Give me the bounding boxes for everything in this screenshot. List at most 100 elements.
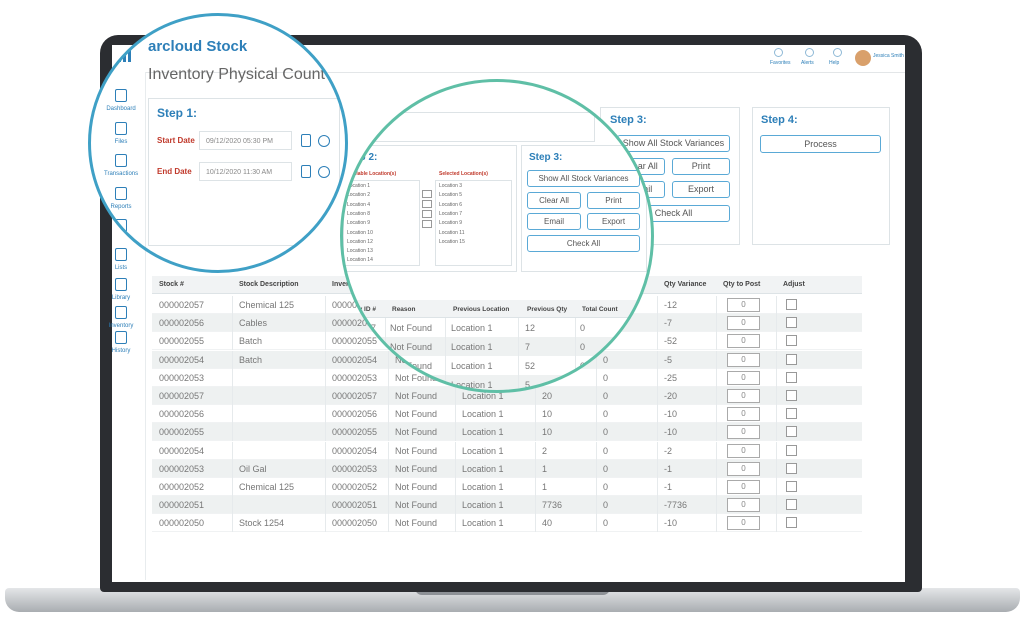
cell-border bbox=[657, 496, 658, 515]
cell-border bbox=[776, 368, 777, 387]
checkbox[interactable] bbox=[786, 481, 797, 492]
cell: 000002057 bbox=[332, 391, 378, 401]
table-row bbox=[152, 514, 862, 533]
cell-border bbox=[596, 478, 597, 496]
qty-input[interactable]: 0 bbox=[727, 370, 760, 385]
cell: 000002050 bbox=[159, 518, 205, 529]
cell: -1 bbox=[664, 482, 673, 492]
cell-border bbox=[657, 423, 658, 442]
table-row bbox=[152, 442, 862, 460]
cell-border bbox=[232, 405, 233, 424]
sidebar-icon[interactable] bbox=[115, 306, 127, 319]
checkbox[interactable] bbox=[786, 499, 797, 511]
header-link[interactable]: Alerts bbox=[801, 60, 814, 66]
column-header: Stock # bbox=[159, 281, 184, 288]
cell-border bbox=[657, 459, 658, 478]
sidebar-icon[interactable] bbox=[115, 331, 127, 344]
sidebar-icon[interactable] bbox=[115, 248, 127, 261]
qty-input[interactable]: 0 bbox=[727, 298, 760, 312]
header-divider bbox=[145, 72, 905, 73]
cell: Not Found bbox=[395, 445, 438, 456]
cell-border bbox=[716, 387, 717, 405]
qty-input[interactable]: 0 bbox=[727, 352, 760, 367]
button[interactable]: Export bbox=[672, 181, 730, 198]
checkbox[interactable] bbox=[786, 371, 797, 383]
cell-border bbox=[716, 332, 717, 351]
checkbox[interactable] bbox=[786, 390, 797, 401]
qty-input[interactable]: 0 bbox=[727, 516, 760, 531]
header-link[interactable]: Help bbox=[829, 60, 840, 66]
column-header: Qty Variance bbox=[664, 281, 707, 288]
cell: 000002057 bbox=[159, 391, 205, 401]
button[interactable]: Print bbox=[672, 158, 730, 175]
cell: -10 bbox=[664, 518, 678, 529]
cell: 000002057 bbox=[159, 300, 205, 310]
icon[interactable] bbox=[805, 48, 814, 57]
avatar[interactable] bbox=[855, 50, 871, 66]
cell: -5 bbox=[664, 354, 673, 365]
table-row bbox=[152, 478, 862, 496]
cell: 20 bbox=[542, 391, 553, 401]
cell: Not Found bbox=[395, 409, 438, 420]
button[interactable]: Show All Stock Variances bbox=[617, 135, 730, 152]
qty-input[interactable]: 0 bbox=[727, 316, 760, 331]
cell-border bbox=[325, 459, 326, 478]
cell-border bbox=[388, 441, 389, 460]
checkbox[interactable] bbox=[786, 426, 797, 438]
checkbox[interactable] bbox=[786, 317, 797, 329]
sidebar-label[interactable]: Lists bbox=[114, 265, 128, 271]
cell-border bbox=[776, 387, 777, 405]
cell: 0 bbox=[603, 409, 609, 420]
icon[interactable] bbox=[833, 48, 842, 57]
icon[interactable] bbox=[774, 48, 783, 57]
cell-border bbox=[657, 387, 658, 405]
panel-title: Step 3: bbox=[610, 114, 647, 126]
cell-border bbox=[388, 478, 389, 496]
cell-border bbox=[776, 496, 777, 515]
cell: 40 bbox=[542, 518, 553, 529]
header-link[interactable]: Favorites bbox=[770, 60, 791, 66]
checkbox[interactable] bbox=[786, 517, 797, 529]
qty-input[interactable]: 0 bbox=[727, 389, 760, 403]
qty-input[interactable]: 0 bbox=[727, 480, 760, 494]
qty-input[interactable]: 0 bbox=[727, 407, 760, 422]
cell-border bbox=[388, 387, 389, 405]
sidebar-label[interactable]: Inventory bbox=[108, 323, 134, 329]
cell-border bbox=[657, 441, 658, 460]
cell-border bbox=[325, 514, 326, 533]
checkbox[interactable] bbox=[786, 408, 797, 420]
checkbox[interactable] bbox=[786, 462, 797, 474]
cell-border bbox=[455, 423, 456, 442]
cell-border bbox=[325, 350, 326, 369]
cell-border bbox=[776, 405, 777, 424]
qty-input[interactable]: 0 bbox=[727, 443, 760, 458]
qty-input[interactable]: 0 bbox=[727, 461, 760, 476]
checkbox[interactable] bbox=[786, 299, 797, 310]
sidebar-label[interactable]: Library bbox=[111, 295, 131, 301]
cell: 000002054 bbox=[159, 445, 205, 456]
sidebar-label[interactable]: History bbox=[111, 348, 131, 354]
cell: 000002056 bbox=[332, 409, 378, 420]
cell-border bbox=[535, 423, 536, 442]
checkbox[interactable] bbox=[786, 353, 797, 365]
cell-border bbox=[596, 405, 597, 424]
cell-border bbox=[325, 368, 326, 387]
cell-border bbox=[388, 350, 389, 369]
cell: 10 bbox=[542, 409, 553, 420]
cell: -10 bbox=[664, 427, 678, 438]
qty-input[interactable]: 0 bbox=[727, 334, 760, 349]
checkbox[interactable] bbox=[786, 444, 797, 456]
sidebar-icon[interactable] bbox=[115, 278, 127, 291]
cell-border bbox=[385, 356, 386, 375]
cell: 000002053 bbox=[159, 463, 205, 474]
cell: -1 bbox=[664, 463, 673, 474]
qty-input[interactable]: 0 bbox=[727, 425, 760, 440]
cell: Not Found bbox=[395, 463, 438, 474]
checkbox[interactable] bbox=[786, 335, 797, 347]
qty-input[interactable]: 0 bbox=[727, 498, 760, 513]
cell: Chemical 125 bbox=[239, 482, 295, 492]
user-name[interactable]: Jessica Smith bbox=[873, 53, 904, 59]
button[interactable]: Process bbox=[760, 135, 881, 153]
sidebar-label[interactable]: Folders bbox=[110, 236, 131, 242]
